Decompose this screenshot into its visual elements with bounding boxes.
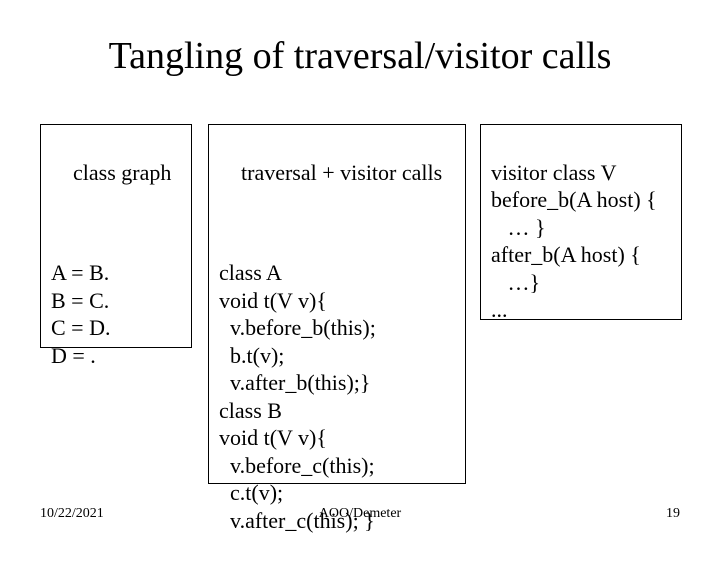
visitor-box: visitor class V before_b(A host) { … } a… — [480, 124, 682, 320]
mid-line: class B — [219, 398, 282, 423]
left-line: D = . — [51, 343, 96, 368]
mid-line: void t(V v){ — [219, 288, 327, 313]
slide-title: Tangling of traversal/visitor calls — [0, 34, 720, 78]
mid-line: v.before_b(this); — [219, 315, 376, 340]
mid-line: class A — [219, 260, 282, 285]
class-graph-header: class graph — [73, 160, 171, 185]
slide: Tangling of traversal/visitor calls clas… — [0, 0, 720, 540]
left-line: C = D. — [51, 315, 110, 340]
footer-page-number: 19 — [666, 506, 680, 522]
traversal-box: traversal + visitor calls class A void t… — [208, 124, 466, 484]
mid-line: void t(V v){ — [219, 425, 327, 450]
footer-center: AOO/Demeter — [0, 506, 720, 522]
left-line: B = C. — [51, 288, 109, 313]
mid-line: v.after_b(this);} — [219, 370, 370, 395]
right-line: … } — [491, 215, 546, 240]
mid-line: c.t(v); — [219, 480, 283, 505]
left-line: A = B. — [51, 260, 109, 285]
right-line: …} — [491, 270, 540, 295]
right-line: visitor class V — [491, 160, 616, 185]
mid-line: b.t(v); — [219, 343, 284, 368]
right-line: before_b(A host) { — [491, 187, 657, 212]
right-line: after_b(A host) { — [491, 242, 641, 267]
class-graph-box: class graph A = B. B = C. C = D. D = . — [40, 124, 192, 348]
mid-line: v.before_c(this); — [219, 453, 375, 478]
traversal-header: traversal + visitor calls — [241, 160, 442, 185]
right-line: ... — [491, 297, 508, 322]
